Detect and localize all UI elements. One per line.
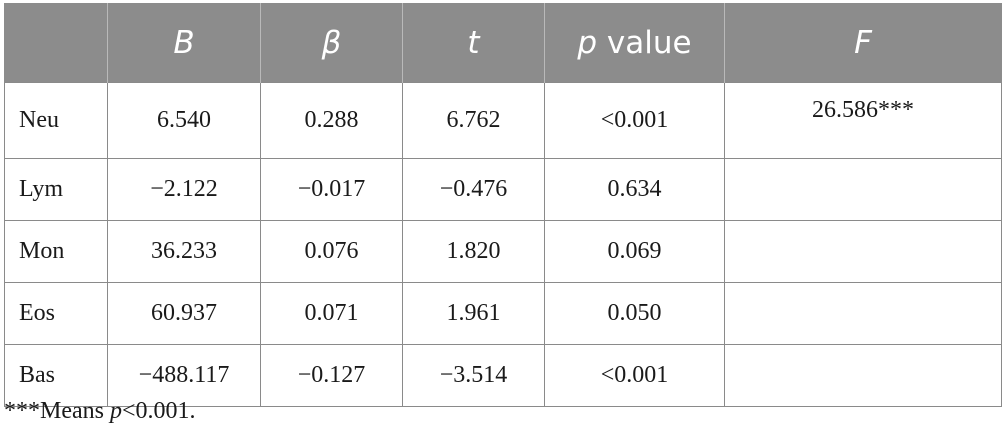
- header-p-symbol: p: [577, 25, 598, 61]
- cell-beta: 0.071: [260, 282, 403, 345]
- cell-p: 0.069: [544, 220, 725, 283]
- cell-beta: −0.127: [260, 344, 403, 407]
- header-p-suffix: value: [597, 25, 692, 61]
- row-label: Eos: [4, 282, 108, 345]
- cell-t: −3.514: [402, 344, 545, 407]
- cell-t: 1.961: [402, 282, 545, 345]
- cell-f: 26.586***: [724, 82, 1002, 159]
- cell-beta: 0.076: [260, 220, 403, 283]
- footnote-prefix: ***Means: [4, 398, 110, 424]
- table-row: Neu 6.540 0.288 6.762 <0.001 26.586***: [4, 82, 1002, 159]
- cell-p: <0.001: [544, 344, 725, 407]
- cell-p: <0.001: [544, 82, 725, 159]
- header-b-symbol: B: [173, 25, 195, 61]
- cell-b: −488.117: [107, 344, 261, 407]
- cell-p: 0.634: [544, 158, 725, 221]
- cell-b: −2.122: [107, 158, 261, 221]
- table-row: Mon 36.233 0.076 1.820 0.069: [4, 220, 1002, 283]
- table-header: B β t p value F: [4, 3, 1002, 83]
- header-f-symbol: F: [854, 25, 872, 61]
- footnote-suffix: <0.001.: [121, 398, 196, 424]
- cell-beta: 0.288: [260, 82, 403, 159]
- row-label: Mon: [4, 220, 108, 283]
- regression-table: B β t p value F Neu 6.540 0.288 6.762 <0…: [4, 3, 1002, 407]
- cell-b: 60.937: [107, 282, 261, 345]
- footnote-p-symbol: p: [109, 398, 122, 424]
- cell-t: −0.476: [402, 158, 545, 221]
- cell-f: [724, 220, 1002, 283]
- cell-beta: −0.017: [260, 158, 403, 221]
- header-t: t: [402, 3, 545, 83]
- cell-b: 6.540: [107, 82, 261, 159]
- header-beta-symbol: β: [321, 25, 342, 61]
- header-p-value: p value: [544, 3, 725, 83]
- header-f: F: [724, 3, 1002, 83]
- header-variable: [4, 3, 108, 83]
- table-body: Neu 6.540 0.288 6.762 <0.001 26.586*** L…: [4, 82, 1002, 407]
- table-row: Lym −2.122 −0.017 −0.476 0.634: [4, 158, 1002, 221]
- header-row: B β t p value F: [4, 3, 1002, 83]
- regression-table-container: B β t p value F Neu 6.540 0.288 6.762 <0…: [4, 3, 1002, 407]
- cell-p: 0.050: [544, 282, 725, 345]
- cell-f: [724, 344, 1002, 407]
- cell-f: [724, 282, 1002, 345]
- header-b: B: [107, 3, 261, 83]
- header-beta: β: [260, 3, 403, 83]
- row-label: Bas: [4, 344, 108, 407]
- cell-b: 36.233: [107, 220, 261, 283]
- cell-t: 6.762: [402, 82, 545, 159]
- table-row: Bas −488.117 −0.127 −3.514 <0.001: [4, 344, 1002, 407]
- table-row: Eos 60.937 0.071 1.961 0.050: [4, 282, 1002, 345]
- cell-t: 1.820: [402, 220, 545, 283]
- row-label: Neu: [4, 82, 108, 159]
- cell-f: [724, 158, 1002, 221]
- table-footnote: ***Means p<0.001.: [4, 398, 196, 425]
- header-t-symbol: t: [467, 25, 480, 61]
- row-label: Lym: [4, 158, 108, 221]
